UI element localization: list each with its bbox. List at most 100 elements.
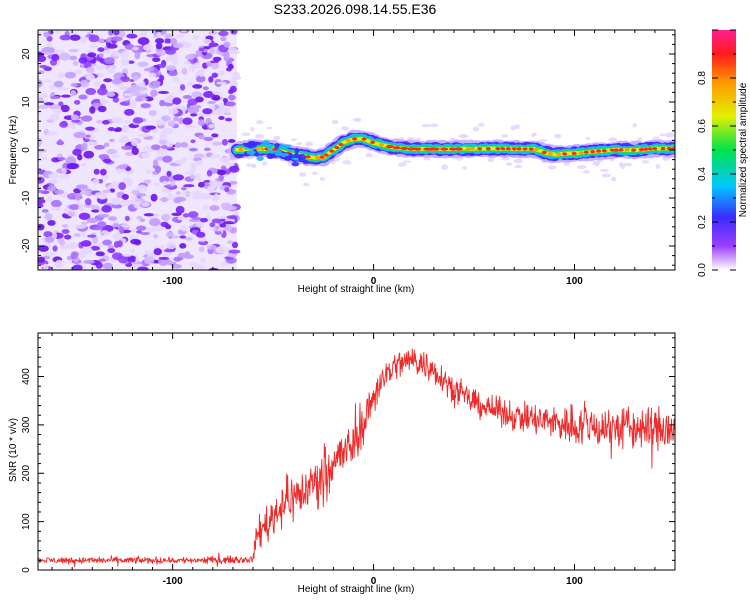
noise-blob — [38, 92, 48, 99]
noise-blob — [80, 230, 87, 238]
noise-blob — [215, 246, 227, 254]
noise-blob — [232, 71, 241, 78]
noise-blob — [215, 231, 223, 235]
noise-blob — [161, 213, 171, 222]
noise-blob — [79, 79, 90, 88]
noise-blob — [198, 135, 206, 140]
noise-blob — [78, 94, 88, 100]
noise-blob — [155, 50, 167, 56]
noise-blob — [169, 182, 176, 187]
y-tick-label: 300 — [21, 416, 32, 433]
noise-blob — [175, 34, 184, 39]
ridge-peak — [454, 147, 463, 151]
ridge-peak — [352, 137, 358, 141]
noise-blob — [153, 248, 162, 256]
noise-blob — [211, 197, 219, 202]
ridge-peak — [407, 147, 416, 151]
noise-blob — [53, 108, 63, 115]
noise-blob — [158, 258, 169, 266]
noise-blob — [44, 236, 55, 243]
noise-blob — [165, 231, 174, 238]
faint-blob — [608, 137, 618, 142]
faint-blob — [500, 157, 510, 161]
noise-blob — [121, 193, 129, 200]
noise-blob — [91, 178, 100, 185]
noise-blob — [57, 156, 66, 161]
noise-blob — [93, 81, 102, 87]
noise-blob — [195, 231, 206, 238]
noise-blob — [96, 221, 107, 228]
noise-blob — [184, 54, 195, 60]
noise-blob — [69, 34, 81, 41]
colorbar-tick-label: 0.8 — [697, 71, 708, 85]
faint-blob — [553, 133, 562, 139]
noise-blob — [216, 169, 227, 176]
noise-blob — [86, 66, 95, 74]
noise-blob — [231, 241, 239, 249]
snr-y-tick-labels: 0 100 200 300 400 — [21, 368, 32, 573]
noise-blob — [80, 240, 92, 247]
noise-blob — [83, 259, 95, 264]
noise-blob — [207, 100, 217, 105]
noise-blob — [155, 119, 167, 126]
faint-blob — [594, 161, 600, 167]
noise-blob — [211, 133, 219, 138]
noise-blob — [91, 209, 101, 213]
noise-blob — [215, 108, 224, 114]
noise-blob — [156, 31, 162, 38]
ridge-peak — [361, 137, 367, 141]
noise-blob — [102, 189, 112, 194]
noise-blob — [180, 30, 187, 33]
noise-blob — [47, 220, 56, 226]
ridge-blob — [297, 154, 307, 161]
noise-blob — [111, 116, 123, 124]
noise-blob — [107, 245, 115, 249]
noise-blob — [202, 204, 209, 210]
noise-blob — [204, 147, 211, 152]
noise-blob — [153, 234, 159, 239]
faint-blob — [249, 164, 256, 167]
noise-blob — [48, 173, 60, 179]
noise-blob — [155, 42, 163, 50]
noise-blob — [58, 245, 71, 250]
noise-blob — [73, 99, 81, 105]
noise-blob — [54, 49, 65, 55]
noise-blob — [191, 91, 203, 99]
faint-blob — [296, 141, 302, 146]
ridge-blob — [254, 152, 260, 157]
noise-blob — [106, 148, 118, 155]
noise-blob — [38, 183, 43, 189]
noise-blob — [225, 101, 236, 107]
noise-blob — [159, 99, 165, 107]
faint-blob — [273, 135, 281, 141]
noise-blob — [141, 152, 150, 158]
noise-blob — [99, 168, 107, 176]
noise-blob — [224, 107, 231, 114]
noise-blob — [87, 234, 97, 238]
ridge-peak — [505, 147, 511, 151]
snr-panel: -100 0 100 0 100 200 300 400 Height of straigh… — [8, 332, 676, 595]
noise-blob — [212, 90, 221, 95]
noise-blob — [108, 216, 117, 221]
faint-blob — [240, 132, 251, 137]
faint-blob — [632, 123, 637, 128]
y-tick-label: 0 — [21, 147, 32, 153]
ridge-blob — [246, 150, 256, 155]
noise-blob — [139, 30, 148, 37]
noise-blob — [58, 72, 65, 79]
noise-blob — [143, 179, 152, 184]
noise-blob — [90, 246, 101, 251]
ridge-peak — [609, 148, 615, 152]
noise-blob — [74, 224, 87, 229]
noise-blob — [95, 251, 105, 257]
noise-blob — [185, 124, 195, 129]
faint-blob — [610, 176, 617, 182]
noise-blob — [61, 224, 69, 228]
noise-blob — [216, 70, 226, 76]
noise-blob — [226, 67, 232, 72]
noise-blob — [85, 134, 91, 138]
ridge-peak — [392, 146, 401, 150]
noise-blob — [153, 182, 161, 187]
noise-blob — [44, 252, 56, 256]
noise-blob — [197, 119, 205, 127]
